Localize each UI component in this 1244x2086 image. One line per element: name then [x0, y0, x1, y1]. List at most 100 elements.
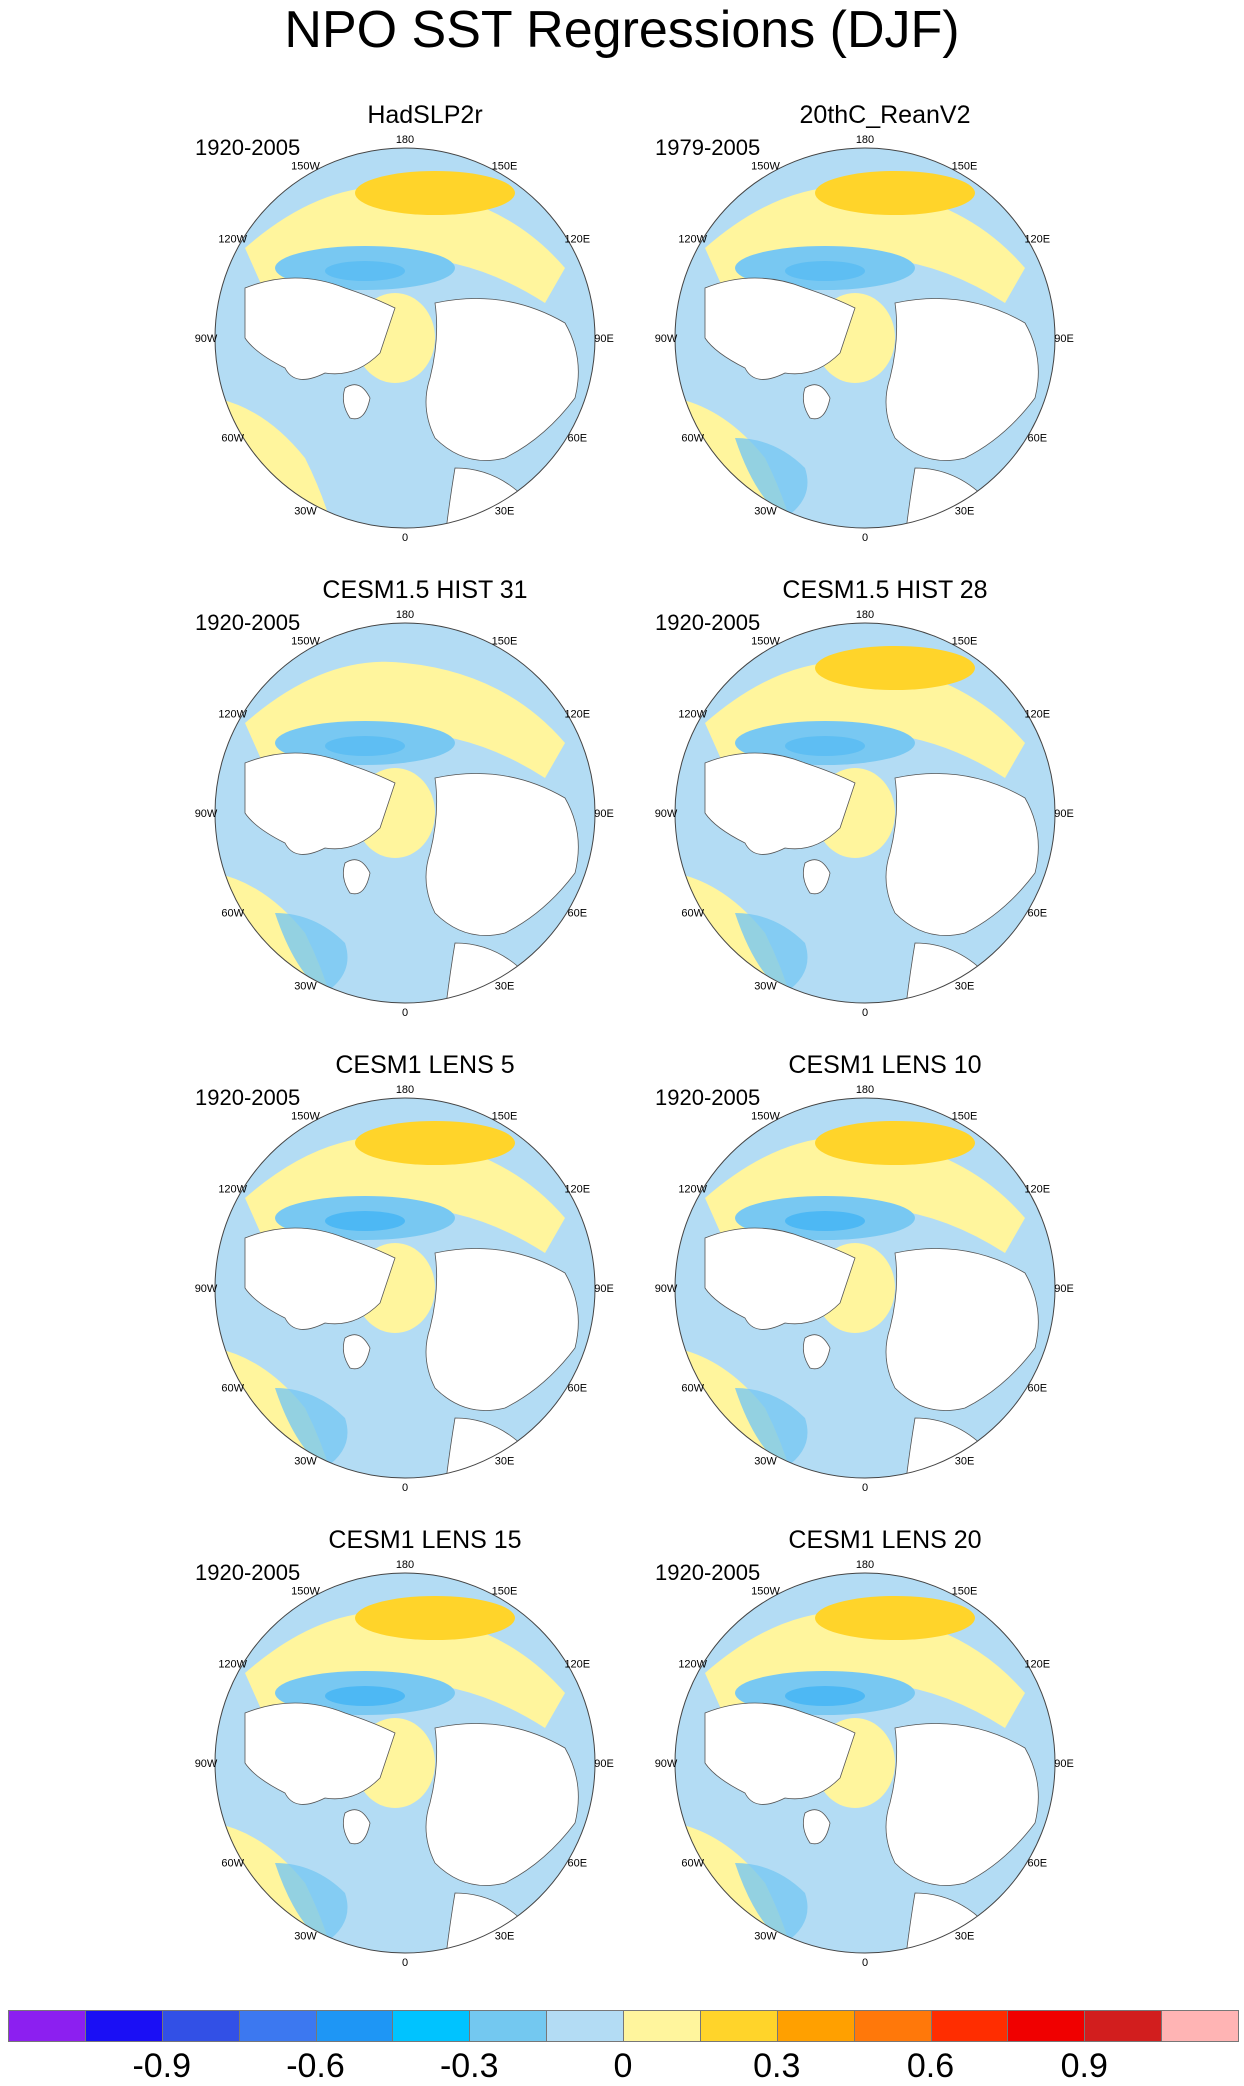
longitude-label: 60E [568, 1858, 588, 1870]
pacific-cold-core [785, 261, 865, 281]
longitude-label: 150E [952, 1586, 978, 1598]
longitude-label: 150W [751, 636, 780, 648]
greenland-land [342, 1809, 371, 1845]
longitude-label: 60W [221, 908, 244, 920]
panel-period: 1979-2005 [655, 135, 761, 160]
longitude-label: 0 [862, 1007, 868, 1019]
longitude-label: 120W [218, 234, 247, 246]
pacific-cold-core [785, 1211, 865, 1231]
greenland-land [802, 859, 831, 895]
longitude-label: 30W [294, 505, 317, 517]
polar-map: 180 150E 120E 90E 60E 30E 0 30W 60W 90W 120W 150W [655, 1084, 1074, 1494]
colorbar-swatch [546, 2010, 624, 2042]
atlantic-negative-band [735, 1863, 808, 1943]
map-panel: CESM1 LENS 20 180 150E 120E 90E 60E 30E 0 30W 60W… [655, 1525, 1115, 1985]
colorbar-swatch [1084, 2010, 1163, 2042]
colorbar-tick-label: -0.6 [286, 2047, 345, 2085]
longitude-label: 150E [952, 1111, 978, 1123]
map-panel: CESM1.5 HIST 28 180 150E 120E 90E 60E 30E 0 30W 6… [655, 575, 1115, 1035]
map-panel: HadSLP2r 180 150E 120E 90E 60E 30E 0 30W 60W 90W 12… [195, 100, 655, 560]
longitude-label: 30W [294, 1455, 317, 1467]
polar-map: 180 150E 120E 90E 60E 30E 0 30W 60W 90W 120W 150W [195, 1559, 614, 1969]
longitude-label: 120E [564, 1659, 590, 1671]
longitude-label: 90W [655, 808, 678, 820]
colorbar-swatch [1161, 2010, 1239, 2042]
longitude-label: 120E [1024, 1659, 1050, 1671]
map-border [214, 1097, 596, 1479]
longitude-label: 60E [1028, 433, 1048, 445]
north-america-land [244, 1227, 396, 1330]
pacific-cold-core [785, 736, 865, 756]
longitude-label: 30W [754, 1455, 777, 1467]
greenland-land [342, 859, 371, 895]
figure-title: NPO SST Regressions (DJF) [284, 1, 960, 59]
longitude-label: 150E [492, 636, 518, 648]
eurasia-land [425, 1723, 579, 1886]
longitude-label: 90E [1054, 1283, 1074, 1295]
panel-title: HadSLP2r [367, 101, 483, 129]
pacific-positive-band [245, 1611, 565, 1728]
longitude-label: 60W [221, 1858, 244, 1870]
eurasia-land [885, 773, 1039, 936]
north-america-land [704, 752, 856, 855]
longitude-label: 30E [495, 1455, 515, 1467]
longitude-label: 150E [492, 1586, 518, 1598]
greenland-land [342, 384, 371, 420]
colorbar-swatch [853, 2010, 932, 2042]
map-border [674, 622, 1056, 1004]
colorbar: -0.9 -0.6 -0.3 0 0.3 0.6 0.9 [8, 2010, 1239, 2084]
panel-period: 1920-2005 [195, 610, 301, 635]
longitude-label: 60W [221, 1383, 244, 1395]
longitude-label: 180 [856, 1559, 874, 1571]
longitude-label: 90E [594, 1283, 614, 1295]
longitude-label: 150W [751, 161, 780, 173]
colorbar-swatch [930, 2010, 1009, 2042]
longitude-label: 60W [681, 1383, 704, 1395]
panel-period: 1920-2005 [655, 1085, 761, 1110]
colorbar-tick-label: 0.9 [1060, 2047, 1108, 2085]
longitude-label: 60E [1028, 1383, 1048, 1395]
longitude-label: 90W [195, 808, 218, 820]
longitude-label: 120E [564, 709, 590, 721]
longitude-label: 90W [195, 333, 218, 345]
atlantic-negative-band [275, 1863, 348, 1943]
pacific-cold-core [325, 261, 405, 281]
panel-title: CESM1 LENS 15 [328, 1526, 522, 1554]
longitude-label: 150W [291, 161, 320, 173]
longitude-label: 30E [955, 1455, 975, 1467]
colorbar-swatch [699, 2010, 778, 2042]
longitude-label: 120E [1024, 1184, 1050, 1196]
longitude-label: 150W [751, 1586, 780, 1598]
north-america-land [704, 277, 856, 380]
colorbar-swatch [469, 2010, 548, 2042]
longitude-label: 180 [396, 1559, 414, 1571]
panel-title: CESM1.5 HIST 31 [322, 576, 528, 604]
map-border [214, 622, 596, 1004]
longitude-label: 120W [218, 1659, 247, 1671]
longitude-label: 0 [402, 1482, 408, 1494]
eurasia-land [425, 1248, 579, 1411]
map-panel: CESM1 LENS 15 180 150E 120E 90E 60E 30E 0 30W 60W… [195, 1525, 655, 1985]
panel-period: 1920-2005 [195, 1085, 301, 1110]
longitude-label: 0 [862, 1482, 868, 1494]
pacific-cold-core [325, 1686, 405, 1706]
colorbar-swatch [776, 2010, 855, 2042]
atlantic-negative-band [275, 913, 348, 993]
atlantic-negative-band [735, 438, 808, 518]
longitude-label: 30W [294, 980, 317, 992]
longitude-label: 150E [492, 161, 518, 173]
longitude-label: 30W [754, 505, 777, 517]
map-panel: CESM1 LENS 5 180 150E 120E 90E 60E 30E 0 30W 60W 9… [195, 1050, 655, 1510]
map-border [674, 1572, 1056, 1954]
longitude-label: 60W [681, 1858, 704, 1870]
colorbar-swatch [315, 2010, 394, 2042]
longitude-label: 30E [495, 1930, 515, 1942]
longitude-label: 120W [678, 709, 707, 721]
pacific-warm-core [815, 1596, 975, 1640]
greenland-land [802, 384, 831, 420]
longitude-label: 90W [655, 1283, 678, 1295]
greenland-land [802, 1809, 831, 1845]
longitude-label: 180 [856, 1084, 874, 1096]
colorbar-swatch [84, 2010, 163, 2042]
longitude-label: 150E [952, 161, 978, 173]
